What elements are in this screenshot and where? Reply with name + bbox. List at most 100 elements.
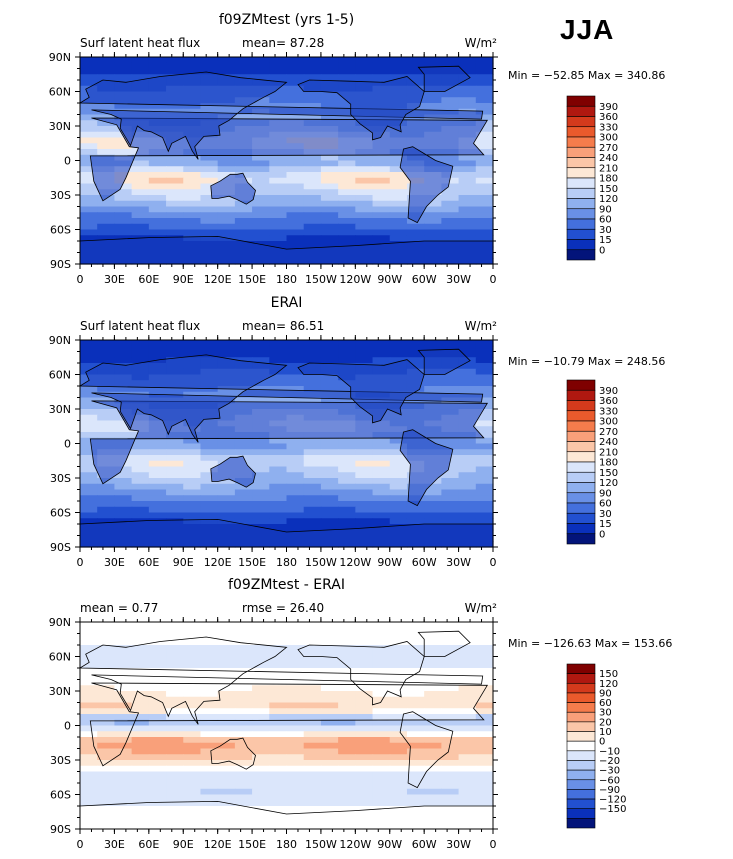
map-cell [338, 241, 356, 248]
map-cell [234, 765, 253, 773]
map-cell [372, 478, 391, 485]
map-cell [269, 645, 288, 652]
map-cell [406, 737, 425, 744]
map-cell [200, 449, 219, 456]
colorbar-label: −30 [599, 766, 620, 777]
map-cell [252, 823, 270, 830]
map-cell [252, 380, 270, 387]
map-cell [475, 478, 494, 485]
map-cell [475, 177, 494, 185]
map-cell [338, 806, 356, 813]
colorbar-label: 120 [599, 194, 618, 205]
map-cell [166, 189, 184, 196]
map-cell [372, 68, 391, 75]
map-cell [320, 783, 339, 790]
map-cell [355, 656, 374, 663]
map-cell [234, 725, 253, 732]
map-cell [286, 340, 305, 347]
map-cell [252, 154, 270, 162]
map-cell [80, 460, 98, 468]
map-cell [338, 455, 356, 462]
map-cell [148, 823, 167, 830]
map-cell [200, 483, 219, 491]
map-cell [338, 650, 356, 658]
map-cell [269, 177, 288, 185]
map-cell [441, 380, 460, 387]
map-cell [217, 200, 236, 208]
map-cell [441, 742, 460, 750]
map-cell [372, 645, 391, 652]
map-cell [303, 437, 322, 445]
map-cell [80, 639, 98, 646]
map-cell [355, 737, 374, 744]
map-cell [286, 811, 305, 819]
map-cell [338, 702, 356, 709]
map-cell [286, 478, 305, 485]
map-cell [166, 817, 184, 824]
map-cell [114, 195, 133, 202]
map-cell [80, 74, 98, 81]
map-cell [252, 708, 270, 715]
map-cell [269, 639, 288, 646]
map-cell [114, 702, 133, 709]
map-cell [458, 103, 477, 110]
panel-1: f09ZMtest (yrs 1-5)Surf latent heat flux… [49, 12, 666, 286]
map-cell [114, 506, 133, 514]
map-cell [97, 811, 116, 819]
map-cell [389, 645, 408, 652]
map-cell [269, 218, 288, 225]
map-cell [458, 177, 477, 185]
map-cell [131, 788, 150, 796]
map-cell [303, 57, 322, 64]
map-cell [286, 518, 305, 525]
map-cell [475, 223, 494, 231]
map-cell [424, 691, 442, 698]
map-cell [475, 512, 494, 519]
map-cell [234, 702, 253, 709]
map-cell [97, 668, 116, 675]
map-cell [389, 679, 408, 686]
map-cell [303, 68, 322, 75]
map-cell [131, 639, 150, 646]
map-cell [166, 472, 184, 479]
map-cell [441, 639, 460, 646]
map-cell [475, 229, 494, 236]
map-cell [252, 748, 270, 755]
map-cell [97, 823, 116, 830]
map-cell [217, 62, 236, 70]
map-cell [131, 437, 150, 445]
continent-outline [297, 641, 425, 706]
map-cell [475, 622, 494, 629]
map-cell [131, 443, 150, 450]
map-cell [320, 189, 339, 196]
map-cell [320, 622, 339, 629]
map-cell [269, 783, 288, 790]
map-cell [97, 754, 116, 761]
map-cell [406, 754, 425, 761]
map-cell [97, 483, 116, 491]
map-cell [406, 645, 425, 652]
map-cell [286, 455, 305, 462]
map-cell [406, 357, 425, 364]
map-cell [338, 437, 356, 445]
map-cell [475, 103, 494, 110]
x-tick-label: 120W [339, 273, 371, 286]
map-cell [166, 645, 184, 652]
map-cell [200, 742, 219, 750]
map-cell [303, 760, 322, 767]
map-cell [372, 731, 391, 738]
map-cell [389, 788, 408, 796]
map-cell [131, 725, 150, 732]
map-cell [200, 783, 219, 790]
map-cell [148, 771, 167, 778]
map-cell [320, 57, 339, 64]
map-cell [114, 235, 133, 242]
map-cell [80, 760, 98, 767]
map-cell [97, 103, 116, 110]
map-cell [234, 685, 253, 692]
map-cell [372, 811, 391, 819]
map-cell [286, 783, 305, 790]
map-cell [183, 783, 202, 790]
map-cell [441, 97, 460, 104]
